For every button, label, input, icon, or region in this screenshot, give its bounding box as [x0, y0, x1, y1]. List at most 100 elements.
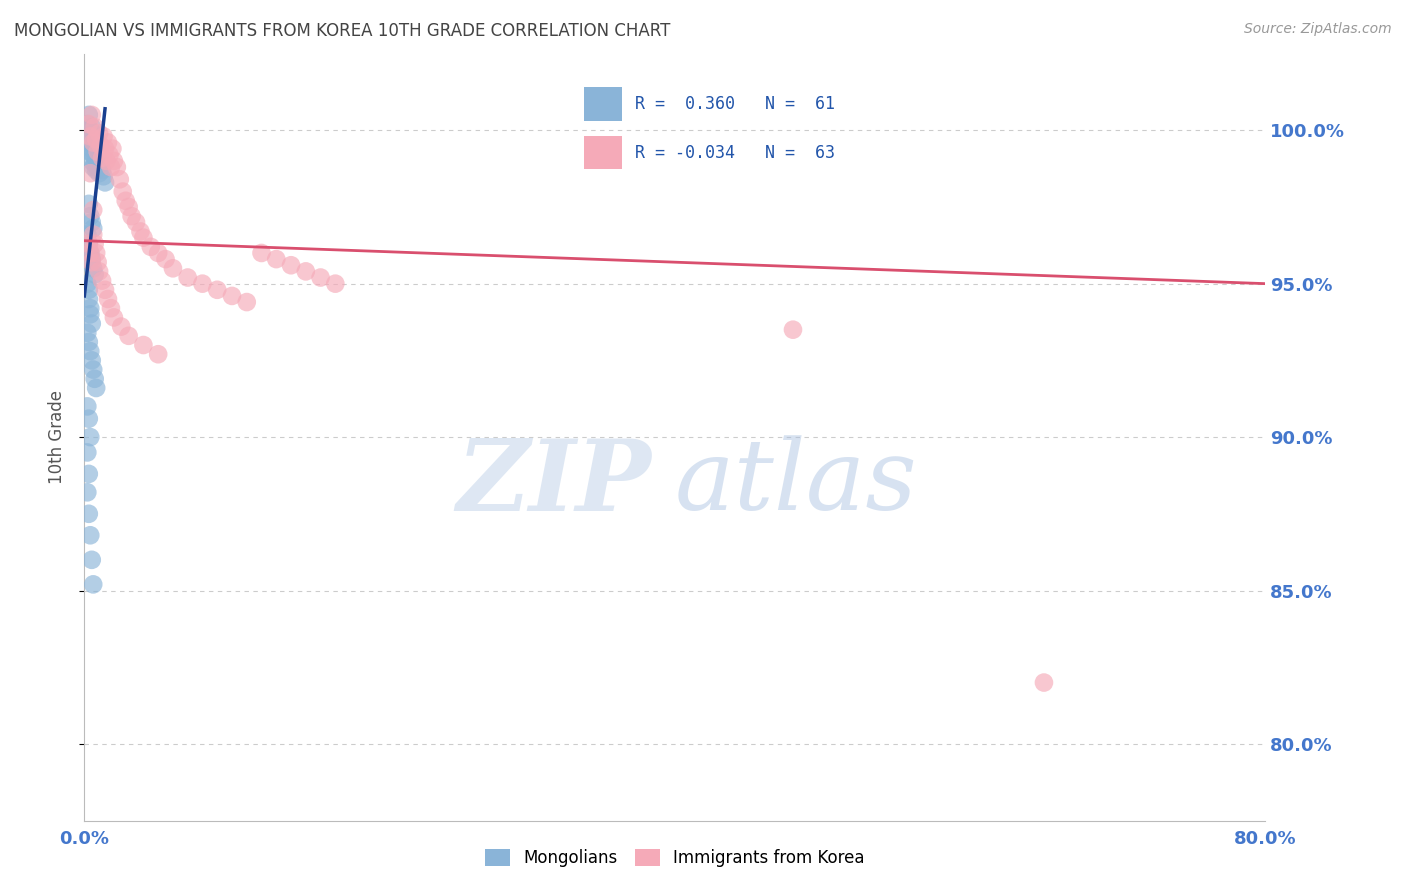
Point	[155, 252, 177, 266]
Point	[87, 151, 111, 165]
Point	[96, 153, 118, 168]
Point	[93, 169, 115, 184]
Point	[118, 328, 141, 343]
Point	[79, 528, 101, 542]
Point	[80, 153, 103, 168]
Point	[82, 148, 104, 162]
Point	[76, 445, 98, 459]
Point	[177, 270, 200, 285]
Text: Source: ZipAtlas.com: Source: ZipAtlas.com	[1244, 22, 1392, 37]
Point	[121, 209, 143, 223]
Point	[80, 252, 103, 266]
Point	[84, 163, 107, 178]
Text: atlas: atlas	[675, 435, 918, 531]
Point	[1033, 675, 1056, 690]
Point	[295, 264, 318, 278]
Point	[82, 138, 104, 153]
Point	[101, 142, 124, 156]
Point	[103, 153, 125, 168]
Point	[93, 129, 115, 144]
Point	[76, 326, 98, 340]
Point	[83, 157, 105, 171]
Point	[82, 261, 104, 276]
Point	[94, 175, 117, 189]
Point	[86, 145, 108, 159]
Point	[87, 126, 111, 140]
Point	[80, 120, 103, 135]
Point	[79, 307, 101, 321]
Point	[80, 108, 103, 122]
Point	[132, 338, 155, 352]
Point	[83, 268, 105, 282]
Point	[100, 301, 122, 316]
Point	[77, 236, 100, 251]
Point	[77, 108, 100, 122]
Point	[84, 132, 107, 146]
Point	[83, 372, 105, 386]
Point	[98, 148, 121, 162]
Point	[79, 209, 101, 223]
Point	[79, 246, 101, 260]
Point	[76, 117, 98, 131]
Point	[77, 129, 100, 144]
Point	[207, 283, 229, 297]
Point	[76, 400, 98, 414]
Point	[100, 160, 122, 174]
Point	[325, 277, 347, 291]
Point	[94, 142, 117, 156]
Point	[108, 172, 131, 186]
Point	[82, 160, 104, 174]
Point	[110, 319, 132, 334]
Point	[139, 240, 162, 254]
Point	[80, 142, 103, 156]
Point	[105, 160, 128, 174]
Point	[80, 132, 103, 146]
Point	[90, 157, 112, 171]
Point	[129, 225, 152, 239]
Point	[236, 295, 259, 310]
Point	[77, 197, 100, 211]
Point	[79, 166, 101, 180]
Point	[84, 138, 107, 153]
Point	[79, 246, 101, 260]
Point	[77, 507, 100, 521]
Point	[82, 577, 104, 591]
Point	[79, 136, 101, 150]
Point	[77, 236, 100, 251]
Point	[79, 129, 101, 144]
Point	[111, 185, 134, 199]
Point	[82, 227, 104, 242]
Point	[82, 202, 104, 217]
Point	[77, 283, 100, 297]
Point	[76, 227, 98, 242]
Point	[114, 194, 136, 208]
Point	[80, 215, 103, 229]
Point	[76, 485, 98, 500]
Point	[132, 230, 155, 244]
Point	[79, 145, 101, 159]
Point	[83, 236, 105, 251]
Point	[77, 334, 100, 349]
Legend: Mongolians, Immigrants from Korea: Mongolians, Immigrants from Korea	[478, 842, 872, 873]
Point	[77, 292, 100, 306]
Point	[79, 123, 101, 137]
Point	[91, 163, 114, 178]
Point	[84, 151, 107, 165]
Point	[82, 221, 104, 235]
Point	[82, 126, 104, 140]
Point	[91, 151, 114, 165]
Point	[82, 136, 104, 150]
Point	[80, 255, 103, 269]
Point	[103, 310, 125, 325]
Point	[148, 347, 170, 361]
Point	[80, 353, 103, 368]
Point	[309, 270, 332, 285]
Point	[79, 344, 101, 359]
Point	[84, 246, 107, 260]
Point	[91, 274, 114, 288]
Point	[782, 323, 804, 337]
Point	[79, 301, 101, 316]
Point	[221, 289, 243, 303]
Point	[82, 362, 104, 376]
Text: MONGOLIAN VS IMMIGRANTS FROM KOREA 10TH GRADE CORRELATION CHART: MONGOLIAN VS IMMIGRANTS FROM KOREA 10TH …	[14, 22, 671, 40]
